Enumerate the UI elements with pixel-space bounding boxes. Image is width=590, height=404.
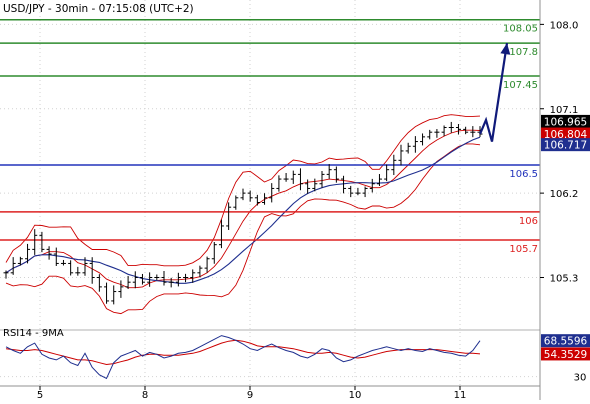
y-tick-label: 108.0 bbox=[550, 20, 579, 31]
level-label-support: 106 bbox=[519, 216, 538, 227]
level-label-support: 105.7 bbox=[509, 244, 538, 255]
price-tag-box bbox=[541, 127, 590, 141]
rsi-y-tick-label: 30 bbox=[574, 373, 587, 384]
x-tick-label: 8 bbox=[142, 390, 148, 400]
rsi-tag-label: 68.5596 bbox=[544, 336, 588, 348]
y-tick-label: 105.3 bbox=[550, 274, 579, 285]
labels-layer: USD/JPY - 30min - 07:15:08 (UTC+2) RSI14… bbox=[3, 3, 590, 401]
bollinger-upper-line bbox=[5, 114, 481, 267]
rsi-tag-box bbox=[541, 334, 590, 348]
projection-arrow-head bbox=[500, 43, 511, 55]
chart-title: USD/JPY - 30min - 07:15:08 (UTC+2) bbox=[3, 3, 194, 15]
x-tick-label: 11 bbox=[454, 390, 467, 400]
x-tick-label: 10 bbox=[349, 390, 362, 400]
level-lines-layer: 108.05 107.8 107.45 106.5 106 105.7 bbox=[0, 18, 540, 255]
y-tick-label: 107.1 bbox=[550, 105, 579, 116]
x-tick-label: 9 bbox=[247, 390, 253, 400]
projection-layer bbox=[478, 42, 511, 142]
price-tag-label: 106.965 bbox=[544, 116, 587, 128]
y-tick-label: 106.2 bbox=[550, 189, 579, 200]
rsi-tag-label: 54.3529 bbox=[544, 349, 587, 361]
price-tag-box bbox=[541, 138, 590, 152]
axis-layer bbox=[0, 0, 541, 400]
rsi-layer bbox=[5, 335, 481, 380]
bollinger-lower-line bbox=[5, 143, 481, 315]
level-label-target: 107.8 bbox=[509, 47, 538, 58]
rsi-label: RSI14 - 9MA bbox=[3, 328, 64, 339]
rsi-ma-line bbox=[5, 339, 481, 366]
price-tag-label: 106.804 bbox=[544, 129, 588, 141]
candles-layer bbox=[3, 121, 483, 305]
price-tag-box bbox=[541, 114, 590, 128]
projection-arrow-line bbox=[478, 42, 509, 142]
rsi-tag-box bbox=[541, 347, 590, 361]
level-label-pivot: 106.5 bbox=[509, 169, 538, 180]
x-tick-label: 5 bbox=[37, 390, 43, 400]
level-label-target: 107.45 bbox=[503, 80, 538, 91]
price-tag-label: 106.717 bbox=[544, 140, 587, 152]
level-label-target: 108.05 bbox=[503, 24, 538, 35]
rsi-line bbox=[5, 335, 481, 380]
